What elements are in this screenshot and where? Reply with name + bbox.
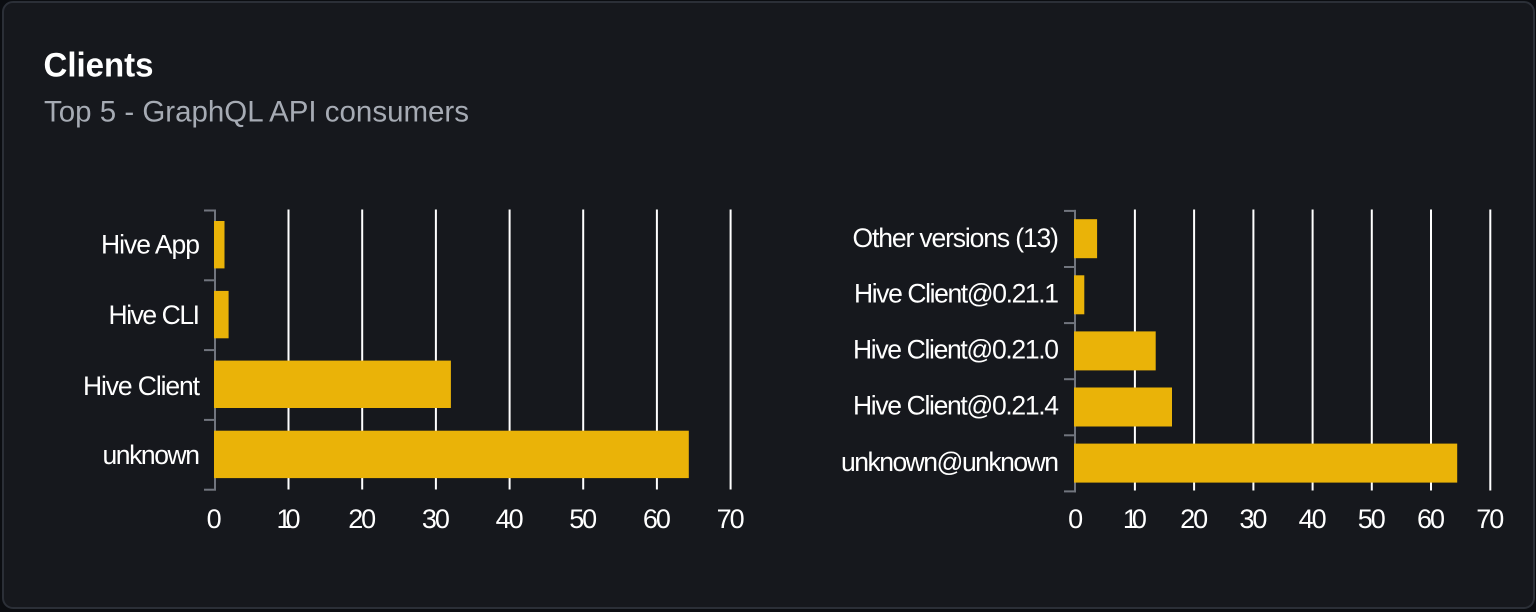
svg-text:30: 30: [1239, 504, 1267, 534]
svg-text:Hive Client@0.21.0: Hive Client@0.21.0: [853, 335, 1059, 365]
svg-text:0: 0: [207, 504, 222, 534]
svg-text:70: 70: [717, 504, 745, 534]
svg-text:70: 70: [1476, 504, 1504, 534]
svg-text:40: 40: [1299, 504, 1327, 534]
svg-text:50: 50: [1358, 504, 1386, 534]
svg-text:10: 10: [277, 504, 301, 534]
svg-text:20: 20: [348, 504, 376, 534]
svg-text:Hive App: Hive App: [101, 230, 200, 260]
svg-text:20: 20: [1180, 504, 1208, 534]
svg-text:Clients: Clients: [44, 47, 154, 85]
svg-text:Hive Client: Hive Client: [83, 371, 201, 401]
svg-text:60: 60: [643, 504, 671, 534]
svg-text:Hive Client@0.21.1: Hive Client@0.21.1: [854, 279, 1059, 309]
svg-text:Other versions (13): Other versions (13): [853, 223, 1060, 253]
svg-text:unknown: unknown: [103, 440, 201, 470]
svg-text:10: 10: [1123, 504, 1147, 534]
svg-text:60: 60: [1417, 504, 1445, 534]
svg-text:Top 5 - GraphQL API consumers: Top 5 - GraphQL API consumers: [44, 95, 469, 128]
svg-text:0: 0: [1068, 504, 1083, 534]
svg-text:Hive CLI: Hive CLI: [109, 300, 201, 330]
svg-text:30: 30: [422, 504, 450, 534]
svg-text:40: 40: [496, 504, 524, 534]
svg-text:unknown@unknown: unknown@unknown: [841, 447, 1059, 477]
svg-text:Hive Client@0.21.4: Hive Client@0.21.4: [853, 391, 1059, 421]
svg-text:50: 50: [569, 504, 597, 534]
